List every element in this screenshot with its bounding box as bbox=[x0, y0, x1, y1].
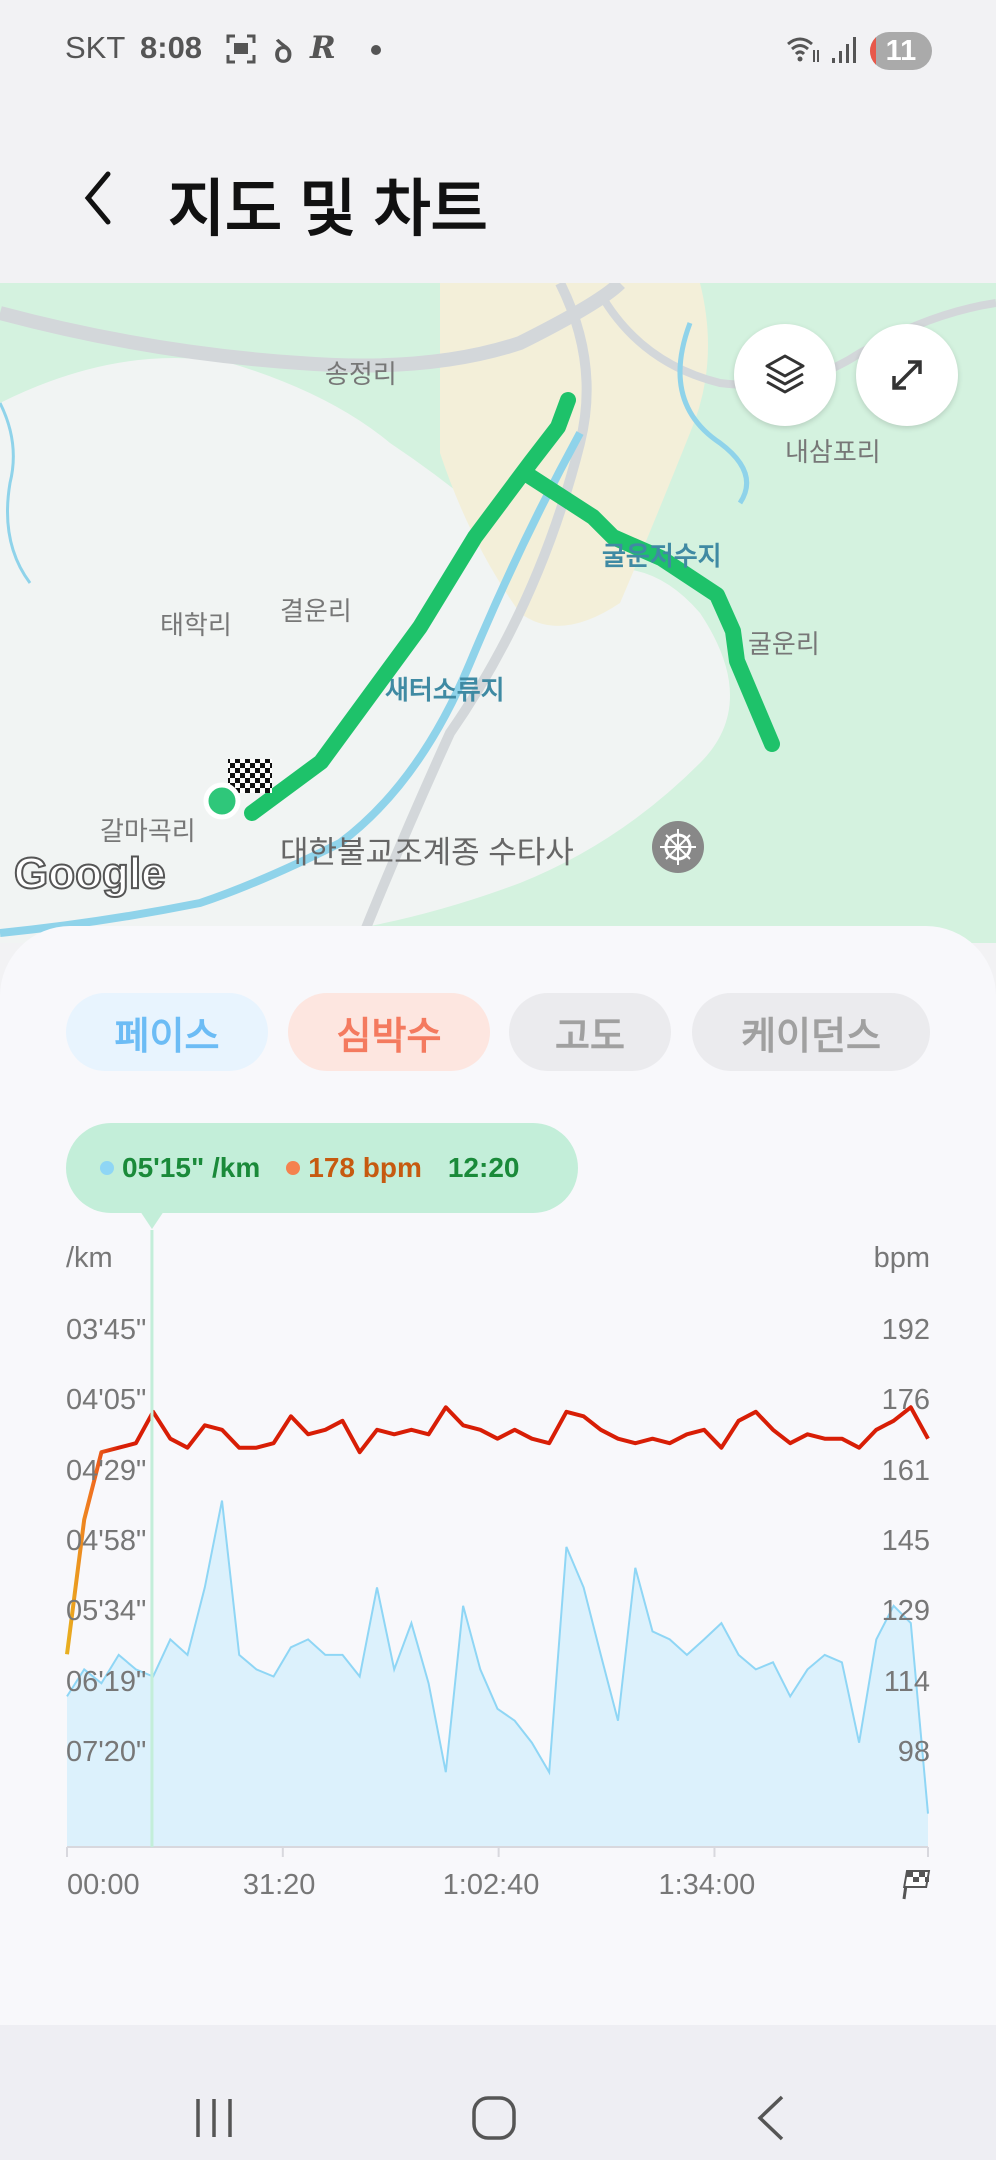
tab-label: 케이던스 bbox=[741, 1015, 881, 1058]
x-tick-label: 00:00 bbox=[67, 1869, 140, 1901]
route-line bbox=[244, 392, 576, 821]
map-label: 굴운저수지 bbox=[602, 541, 722, 571]
bpm-tick-label: 192 bbox=[881, 1314, 930, 1346]
map-expand-button[interactable] bbox=[856, 324, 958, 426]
pace-heart-rate-chart[interactable] bbox=[0, 0, 996, 1960]
pace-tick-label: 03'45" bbox=[66, 1314, 147, 1346]
map-label: 태학리 bbox=[160, 610, 232, 640]
bpm-tick-label: 129 bbox=[881, 1595, 930, 1628]
heart-rate-dot-icon bbox=[286, 1161, 301, 1175]
tooltip-time: 12:20 bbox=[447, 1152, 520, 1183]
pace-tick-label: 04'29" bbox=[66, 1454, 147, 1487]
status-bar: SKT 8:08 ꝺ R 11 bbox=[0, 0, 996, 100]
route-branch bbox=[520, 467, 780, 752]
runner-app-icon: R bbox=[310, 30, 336, 66]
recent-apps-icon[interactable] bbox=[190, 2095, 240, 2141]
start-marker bbox=[203, 782, 241, 820]
x-tick-label: 31:20 bbox=[242, 1869, 316, 1901]
tab-heart-rate[interactable]: 심박수 bbox=[288, 993, 490, 1071]
map-label: 결운리 bbox=[280, 596, 352, 626]
tooltip-pointer bbox=[140, 1211, 164, 1229]
screenshot-icon bbox=[226, 34, 256, 64]
back-arrow-icon[interactable] bbox=[78, 168, 118, 228]
tab-altitude[interactable]: 고도 bbox=[509, 993, 671, 1071]
tab-label: 심박수 bbox=[336, 1015, 442, 1058]
bpm-tick-label: 161 bbox=[881, 1454, 930, 1487]
tab-label: 고도 bbox=[555, 1015, 625, 1058]
map-poi-label[interactable]: 대한불교조계종 수타사 bbox=[280, 835, 574, 870]
wifi-icon bbox=[787, 37, 819, 62]
map-label: 내삼포리 bbox=[785, 437, 881, 467]
pace-tick-label: 06'19" bbox=[66, 1665, 147, 1698]
battery-icon: 11 bbox=[870, 32, 932, 70]
x-tick-label: 1:34:00 bbox=[658, 1869, 756, 1901]
temple-icon[interactable] bbox=[652, 821, 704, 873]
finish-flag-icon bbox=[228, 759, 272, 793]
navigation-bar bbox=[0, 2025, 996, 2160]
pace-area bbox=[67, 1500, 928, 1847]
map-label: 굴운리 bbox=[748, 629, 820, 659]
google-logo: Google bbox=[14, 849, 166, 898]
map-label: 송정리 bbox=[325, 359, 397, 389]
pace-tick-label: 07'20" bbox=[66, 1736, 147, 1768]
battery-level: 11 bbox=[885, 35, 917, 67]
layers-icon bbox=[765, 354, 805, 394]
pace-dot-icon bbox=[100, 1161, 114, 1175]
signal-icon bbox=[832, 37, 856, 63]
bpm-tick-label: 176 bbox=[881, 1384, 930, 1417]
map-label: 새터소류지 bbox=[385, 675, 505, 705]
bpm-tick-label: 98 bbox=[897, 1736, 930, 1768]
clock: 8:08 bbox=[140, 30, 203, 65]
map-label: 갈마곡리 bbox=[100, 816, 196, 846]
pace-tick-label: 04'58" bbox=[66, 1525, 147, 1557]
right-axis-label: bpm bbox=[873, 1242, 930, 1274]
header: 지도 및 차트 bbox=[0, 130, 996, 260]
home-icon[interactable] bbox=[470, 2095, 520, 2141]
finish-flag-icon bbox=[902, 1870, 931, 1900]
back-icon[interactable] bbox=[752, 2095, 792, 2141]
x-tick-label: 1:02:40 bbox=[442, 1869, 540, 1901]
page-title: 지도 및 차트 bbox=[168, 175, 488, 244]
tab-pace[interactable]: 페이스 bbox=[66, 993, 268, 1071]
tab-cadence[interactable]: 케이던스 bbox=[692, 993, 930, 1071]
tab-label: 페이스 bbox=[114, 1015, 220, 1058]
pace-tick-label: 04'05" bbox=[66, 1384, 147, 1417]
chart-tooltip: 05'15" /km 178 bpm 12:20 bbox=[66, 1123, 578, 1213]
left-axis-label: /km bbox=[66, 1242, 113, 1274]
tooltip-heart-rate: 178 bpm bbox=[308, 1152, 422, 1183]
pace-tick-label: 05'34" bbox=[66, 1595, 147, 1628]
dot-icon bbox=[371, 45, 381, 55]
bpm-tick-label: 114 bbox=[883, 1665, 930, 1698]
carrier: SKT bbox=[65, 30, 126, 65]
bpm-tick-label: 145 bbox=[881, 1525, 930, 1557]
tooltip-pace: 05'15" /km bbox=[122, 1152, 261, 1183]
route-map[interactable]: 송정리 내삼포리 태학리 결운리 굴운리 갈마곡리 굴운저수지 새터소류지 대한… bbox=[0, 277, 996, 945]
expand-icon bbox=[892, 360, 922, 390]
app-icon: ꝺ bbox=[274, 34, 293, 69]
map-layers-button[interactable] bbox=[734, 324, 836, 426]
